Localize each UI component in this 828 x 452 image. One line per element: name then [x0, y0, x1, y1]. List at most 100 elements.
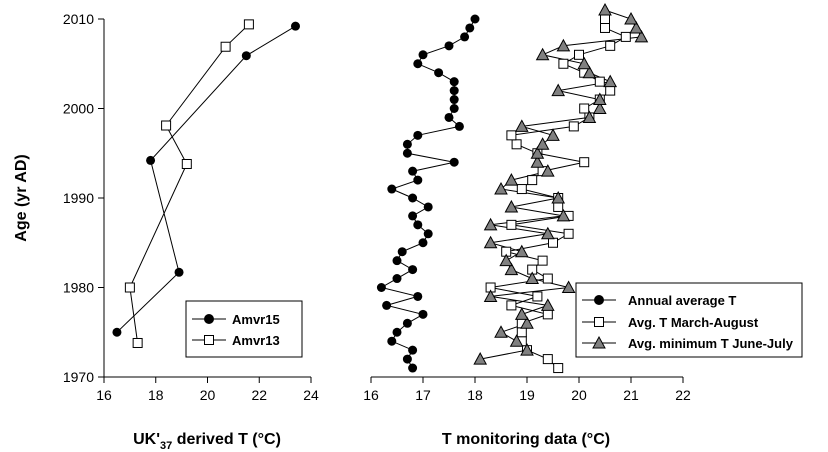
point-annual-average-t [402, 354, 412, 364]
point-avg-minimum-t-june-july [598, 3, 612, 16]
point-annual-average-t [397, 247, 407, 257]
point-avg-minimum-t-june-july [473, 352, 488, 365]
point-annual-average-t [449, 86, 459, 96]
point-avg-t-march-august [506, 130, 517, 141]
point-annual-average-t [376, 283, 386, 292]
point-avg-minimum-t-june-july [514, 119, 529, 132]
point-avg-t-march-august [620, 31, 631, 42]
series-line-annual-average-t [380, 18, 476, 369]
x-axis-title-subscript: 37 [160, 440, 172, 452]
point-annual-average-t [408, 363, 418, 373]
right-legend-box [575, 282, 803, 358]
point-avg-minimum-t-june-july [520, 316, 534, 329]
point-avg-minimum-t-june-july [504, 262, 519, 276]
point-avg-minimum-t-june-july [540, 226, 555, 240]
point-avg-minimum-t-june-july [504, 173, 519, 186]
point-avg-t-march-august [579, 103, 590, 114]
point-avg-minimum-t-june-july [577, 56, 592, 70]
point-amvr15 [241, 51, 251, 61]
y-tick-label: 2000 [63, 101, 94, 117]
left-legend-marker-amvr13 [204, 335, 214, 345]
y-tick-label: 1980 [63, 280, 94, 296]
legend-label-amvr15: Amvr15 [232, 312, 280, 327]
point-avg-t-march-august [600, 14, 610, 24]
point-annual-average-t [408, 211, 418, 221]
point-annual-average-t [434, 68, 444, 78]
x-tick-label: 22 [675, 387, 691, 403]
point-avg-t-march-august [594, 76, 605, 87]
point-avg-t-march-august [553, 201, 564, 212]
point-avg-minimum-t-june-july [629, 20, 644, 34]
point-annual-average-t [423, 202, 433, 212]
point-avg-minimum-t-june-july [551, 83, 566, 97]
right-panel: 16 17 18 19 20 21 22 T monitoring data (°C) An… [363, 3, 803, 448]
point-avg-minimum-t-june-july [624, 11, 638, 25]
right-legend-marker-march-august [594, 317, 604, 327]
point-amvr15 [112, 327, 122, 337]
point-avg-t-march-august [542, 309, 553, 320]
point-avg-t-march-august [605, 85, 616, 96]
x-tick-label: 17 [415, 387, 431, 403]
left-legend-marker-amvr15 [204, 314, 214, 324]
point-avg-minimum-t-june-july [582, 65, 597, 79]
point-avg-t-march-august [568, 121, 579, 132]
point-avg-minimum-t-june-july [530, 155, 545, 168]
x-tick-label: 19 [519, 387, 535, 403]
point-annual-average-t [402, 318, 412, 328]
legend-label-annual-average: Annual average T [628, 293, 736, 308]
right-panel-x-axis-title: T monitoring data (°C) [442, 431, 610, 448]
point-avg-minimum-t-june-july [483, 235, 498, 249]
x-tick-label: 24 [303, 387, 319, 403]
point-annual-average-t [413, 130, 423, 140]
point-annual-average-t [387, 336, 397, 346]
point-annual-average-t [470, 14, 480, 24]
x-tick-label: 18 [467, 387, 483, 403]
point-avg-minimum-t-june-july [535, 137, 550, 150]
point-avg-t-march-august [506, 300, 517, 311]
legend-label-amvr13: Amvr13 [232, 333, 280, 348]
x-tick-label: 20 [200, 387, 216, 403]
point-amvr13 [124, 282, 135, 293]
point-avg-t-march-august [548, 237, 558, 248]
point-avg-t-march-august [558, 58, 569, 69]
left-panel-series-markers [112, 19, 300, 348]
x-axis-title-part-2: derived T (°C) [172, 431, 281, 448]
left-panel-x-axis-title: UK'37 derived T (°C) [133, 431, 281, 452]
point-avg-t-march-august [574, 49, 584, 60]
point-avg-t-march-august [511, 139, 522, 150]
point-avg-t-march-august [600, 22, 610, 33]
x-tick-label: 16 [96, 387, 112, 403]
point-annual-average-t [418, 238, 428, 248]
point-avg-t-march-august [542, 354, 553, 365]
point-annual-average-t [413, 175, 423, 185]
point-avg-minimum-t-june-july [603, 74, 618, 88]
left-panel-x-ticks: 16 18 20 22 24 [96, 377, 319, 403]
point-avg-minimum-t-june-july [509, 334, 524, 347]
point-annual-average-t [392, 327, 402, 337]
right-panel-legend: Annual average T Avg. T March-August Avg… [575, 282, 803, 358]
point-avg-t-march-august [542, 273, 553, 284]
right-panel-series-markers [376, 3, 649, 374]
left-legend-box [185, 300, 303, 358]
y-tick-label: 2010 [63, 11, 94, 27]
point-avg-minimum-t-june-july [551, 190, 566, 204]
point-amvr15 [146, 155, 156, 165]
y-tick-label: 1990 [63, 190, 94, 206]
point-annual-average-t [387, 184, 397, 194]
point-annual-average-t [408, 265, 418, 275]
point-amvr13 [132, 337, 143, 348]
point-avg-minimum-t-june-july [634, 29, 649, 43]
legend-label-june-july: Avg. minimum T June-July [628, 336, 794, 351]
point-annual-average-t [449, 104, 459, 113]
point-annual-average-t [413, 59, 423, 69]
point-annual-average-t [449, 77, 459, 87]
point-amvr13 [161, 120, 172, 131]
x-axis-title-part-1: UK' [133, 431, 160, 448]
point-avg-minimum-t-june-july [483, 217, 498, 231]
point-avg-minimum-t-june-july [494, 182, 508, 195]
point-annual-average-t [418, 50, 428, 60]
point-annual-average-t [413, 220, 423, 230]
point-annual-average-t [449, 95, 459, 105]
point-avg-minimum-t-june-july [514, 307, 529, 320]
point-avg-minimum-t-june-july [504, 199, 519, 213]
